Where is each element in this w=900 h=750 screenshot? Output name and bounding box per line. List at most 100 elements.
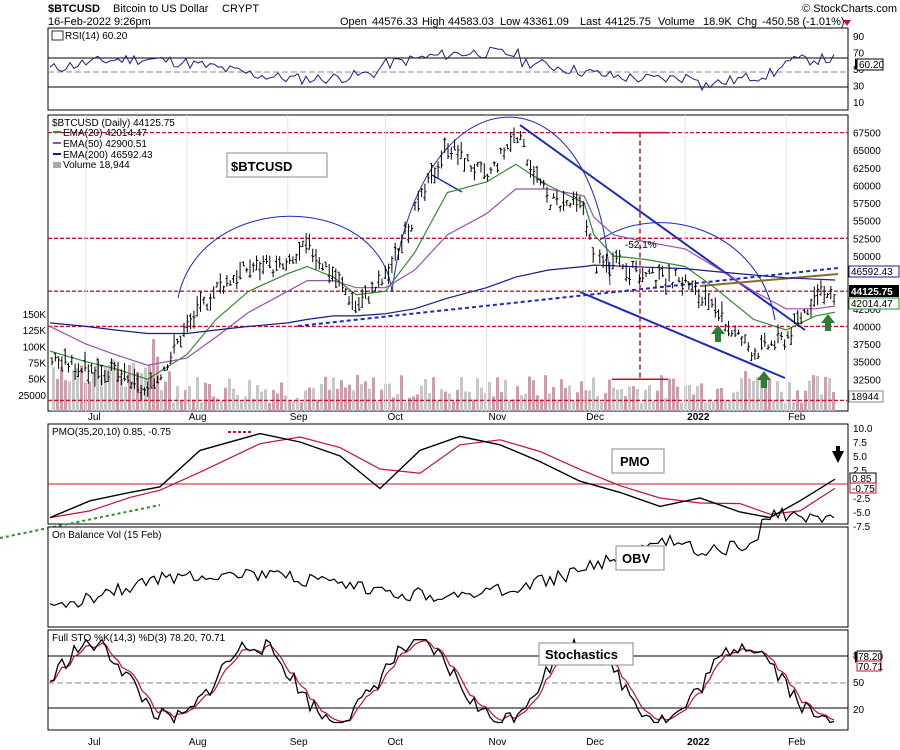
x-axis-label: Jul — [88, 737, 101, 748]
volume-legend: Volume 18,944 — [63, 160, 130, 171]
pmo-tick-label: -5.0 — [853, 508, 871, 519]
price-panel: $BTCUSD (Daily) 44125.75 EMA(20) 42014.4… — [18, 114, 900, 412]
x-axis-label: 2022 — [687, 412, 710, 423]
volume-bar — [612, 387, 615, 411]
volume-bar — [372, 377, 375, 411]
volume-bar — [632, 386, 635, 411]
high-value: 44583.03 — [448, 16, 494, 28]
volume-bar — [304, 390, 307, 411]
volume-bar — [224, 387, 227, 411]
volume-bar — [832, 392, 835, 411]
symbol-callout: $BTCUSD — [231, 159, 292, 174]
volume-bar — [356, 374, 359, 411]
volume-bar — [812, 375, 815, 411]
volume-bar — [660, 375, 663, 411]
volume-bar — [524, 393, 527, 411]
volume-bar — [104, 367, 107, 411]
volume-bar — [476, 378, 479, 411]
volume-bar — [232, 388, 235, 411]
x-axis-label: Nov — [488, 412, 506, 423]
ema20-flag — [848, 297, 900, 310]
volume-bar — [444, 391, 447, 411]
volume-tick-label: 150K — [23, 310, 47, 321]
volume-bar — [544, 375, 547, 411]
symbol-name: Bitcoin to US Dollar — [113, 3, 209, 15]
volume-bar — [448, 393, 451, 411]
volume-bar — [560, 379, 563, 411]
pmo-main-line — [49, 432, 836, 519]
volume-flag-value: 18944 — [851, 392, 879, 403]
volume-bar — [532, 380, 535, 411]
volume-bar — [200, 402, 203, 411]
volume-bar — [792, 402, 795, 411]
volume-bar — [628, 386, 631, 411]
pmo-callout: PMO — [620, 454, 650, 469]
volume-bar — [828, 377, 831, 411]
x-axis-label: Oct — [387, 737, 403, 748]
pmo-down-arrow-icon — [832, 451, 844, 463]
volume-bar — [616, 389, 619, 411]
volume-bar — [204, 382, 207, 411]
volume-bar — [312, 387, 315, 411]
volume-bar — [600, 401, 603, 411]
volume-bar — [772, 400, 775, 411]
channel-top-line — [519, 124, 806, 331]
x-axis-label: Aug — [189, 412, 207, 423]
volume-bar — [408, 397, 411, 411]
pmo-tick-label: -2.5 — [853, 494, 871, 505]
volume-bar — [348, 384, 351, 411]
volume-bar — [800, 402, 803, 411]
pmo-tick-label: 10.0 — [853, 424, 873, 435]
volume-bar — [332, 377, 335, 411]
volume-bar — [708, 399, 711, 411]
price-bars — [50, 127, 836, 401]
volume-bar — [196, 377, 199, 411]
volume-bar — [288, 400, 291, 411]
volume-axis: 150K 125K 100K 75K 50K 25000 — [18, 310, 46, 402]
volume-tick-label: 100K — [23, 342, 47, 353]
pmo-signal-flag — [849, 482, 877, 494]
rsi-tick-label: 30 — [853, 81, 865, 92]
symbol-callout-box — [226, 152, 328, 178]
price-tick-label: 42500 — [853, 305, 881, 316]
volume-bar — [128, 364, 131, 411]
volume-bar — [324, 376, 327, 411]
volume-swatch — [53, 162, 61, 168]
pmo-panel: PMO(35,20,10) 0.85, -0.75 PMO 10.0 7.5 5.0… — [0, 423, 877, 539]
volume-bar — [68, 381, 71, 411]
volume-bar — [528, 376, 531, 411]
volume-bar — [60, 366, 63, 411]
pmo-callout-box — [611, 448, 665, 474]
x-axis-label: Feb — [788, 737, 806, 748]
price-legend-title: $BTCUSD (Daily) 44125.75 — [52, 118, 175, 129]
pmo-legend: PMO(35,20,10) 0.85, -0.75 — [52, 427, 171, 438]
rsi-value: 60.20 — [859, 60, 884, 71]
x-axis-label: Oct — [387, 412, 403, 423]
x-axis-label: Sep — [290, 412, 308, 423]
volume-bar — [156, 356, 159, 411]
volume-bar — [808, 380, 811, 411]
volume-bar — [88, 381, 91, 411]
pmo-signal-line — [49, 436, 836, 519]
volume-bar — [484, 393, 487, 411]
volume-bar — [328, 389, 331, 411]
pmo-tick-label: -7.5 — [853, 522, 871, 533]
volume-bar — [132, 362, 135, 411]
volume-bar — [548, 393, 551, 411]
volume-bar — [672, 378, 675, 411]
volume-bar — [248, 380, 251, 411]
rsi-value-flag — [856, 58, 884, 71]
sto-panel: Full STO %K(14,3) %D(3) 78.20, 70.71 Sto… — [47, 629, 883, 731]
last-price-flag — [849, 285, 899, 297]
price-tick-label: 55000 — [853, 217, 881, 228]
obv-line-path — [49, 506, 835, 609]
volume-bar — [596, 396, 599, 411]
obv-callout: OBV — [622, 551, 651, 566]
ema200-swatch — [53, 153, 61, 155]
price-tick-label: 52500 — [853, 234, 881, 245]
ema20-swatch — [53, 131, 61, 133]
volume-bar — [176, 386, 179, 411]
volume-bar — [704, 402, 707, 411]
open-label: Open — [340, 16, 367, 28]
volume-bar — [172, 403, 175, 411]
